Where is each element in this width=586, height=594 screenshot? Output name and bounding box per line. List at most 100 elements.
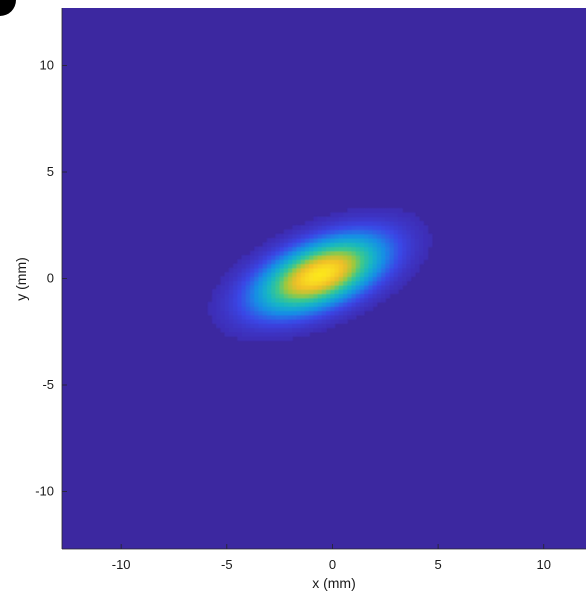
x-tick-label: -5 <box>221 557 233 572</box>
heatmap-cell <box>288 233 293 239</box>
heatmap-cell <box>414 220 420 226</box>
heatmap-cell <box>300 314 306 320</box>
heatmap-cell <box>220 318 226 324</box>
heatmap-cell <box>414 242 420 248</box>
heatmap-cell <box>296 327 302 333</box>
heatmap-cell <box>393 284 399 290</box>
heatmap-cell <box>355 220 361 226</box>
heatmap-cell <box>266 336 272 341</box>
heatmap-cell <box>275 246 281 252</box>
heatmap-cell <box>271 289 277 295</box>
heatmap-cell <box>321 310 327 316</box>
heatmap-cell <box>364 238 369 243</box>
heatmap-cell <box>292 250 298 256</box>
heatmap-cell <box>406 263 412 269</box>
heatmap-cell <box>304 238 310 243</box>
heatmap-cell <box>288 327 293 333</box>
heatmap-cell <box>317 272 323 277</box>
heatmap-cell <box>292 289 298 295</box>
heatmap-cell <box>359 225 365 231</box>
heatmap-cell <box>355 267 361 273</box>
heatmap-cell <box>414 216 420 222</box>
heatmap-cell <box>309 301 315 307</box>
heatmap-cell <box>343 306 348 312</box>
heatmap-cell <box>258 327 264 333</box>
heatmap-cell <box>376 233 382 239</box>
heatmap-cell <box>372 259 378 265</box>
heatmap-cell <box>309 306 315 312</box>
heatmap-cells <box>207 208 433 341</box>
heatmap-cell <box>364 246 369 252</box>
heatmap-cell <box>271 255 277 260</box>
heatmap-cell <box>266 301 272 307</box>
heatmap-cell <box>300 289 306 295</box>
heatmap-cell <box>254 250 260 256</box>
heatmap-cell <box>330 267 336 273</box>
heatmap-cell <box>368 212 374 218</box>
heatmap-cell <box>275 242 281 248</box>
heatmap-cell <box>419 220 424 226</box>
heatmap-cell <box>376 280 382 286</box>
heatmap-cell <box>419 233 424 239</box>
heatmap-cell <box>326 314 331 320</box>
heatmap-cell <box>334 314 340 320</box>
heatmap-cell <box>334 216 340 222</box>
heatmap-cell <box>279 306 285 312</box>
heatmap-cell <box>309 323 315 329</box>
heatmap-cell <box>228 284 234 290</box>
heatmap-cell <box>245 255 251 260</box>
heatmap-cell <box>292 242 298 248</box>
heatmap-cell <box>228 301 234 307</box>
heatmap-cell <box>385 259 391 265</box>
heatmap-cell <box>393 246 399 252</box>
heatmap-cell <box>343 242 348 248</box>
heatmap-cell <box>355 293 361 299</box>
heatmap-cell <box>254 297 260 303</box>
heatmap-cell <box>233 289 238 295</box>
heatmap-cell <box>309 229 315 235</box>
heatmap-cell <box>355 208 361 214</box>
heatmap-cell <box>368 233 374 239</box>
heatmap-cell <box>385 267 391 273</box>
heatmap-cell <box>321 314 327 320</box>
heatmap-cell <box>347 280 353 286</box>
heatmap-cell <box>372 208 378 214</box>
heatmap-cell <box>317 267 323 273</box>
heatmap-cell <box>351 216 357 222</box>
heatmap-cell <box>317 301 323 307</box>
heatmap-cell <box>321 323 327 329</box>
heatmap-cell <box>347 233 353 239</box>
heatmap-cell <box>262 242 268 248</box>
heatmap-cell <box>245 284 251 290</box>
heatmap-cell <box>216 284 222 290</box>
heatmap-cell <box>351 259 357 265</box>
heatmap-cell <box>321 284 327 290</box>
heatmap-cell <box>351 284 357 290</box>
heatmap-cell <box>245 293 251 299</box>
heatmap-cell <box>275 276 281 282</box>
heatmap-cell <box>372 263 378 269</box>
heatmap-cell <box>313 263 319 269</box>
heatmap-cell <box>321 246 327 252</box>
heatmap-cell <box>212 318 217 324</box>
heatmap-cell <box>313 242 319 248</box>
heatmap-cell <box>330 297 336 303</box>
heatmap-cell <box>254 280 260 286</box>
x-tick-label: 10 <box>537 557 551 572</box>
heatmap-cell <box>317 297 323 303</box>
heatmap-cell <box>279 242 285 248</box>
y-tick-label: 10 <box>40 58 54 73</box>
heatmap-cell <box>347 220 353 226</box>
heatmap-cell <box>250 331 255 337</box>
heatmap-cell <box>317 293 323 299</box>
heatmap-cell <box>321 280 327 286</box>
heatmap-cell <box>343 250 348 256</box>
heatmap-cell <box>355 289 361 295</box>
heatmap-cell <box>224 318 230 324</box>
heatmap-cell <box>351 208 357 214</box>
heatmap-cell <box>406 220 412 226</box>
heatmap-cell <box>347 301 353 307</box>
heatmap-cell <box>266 272 272 277</box>
heatmap-cell <box>351 225 357 231</box>
heatmap-cell <box>343 272 348 277</box>
